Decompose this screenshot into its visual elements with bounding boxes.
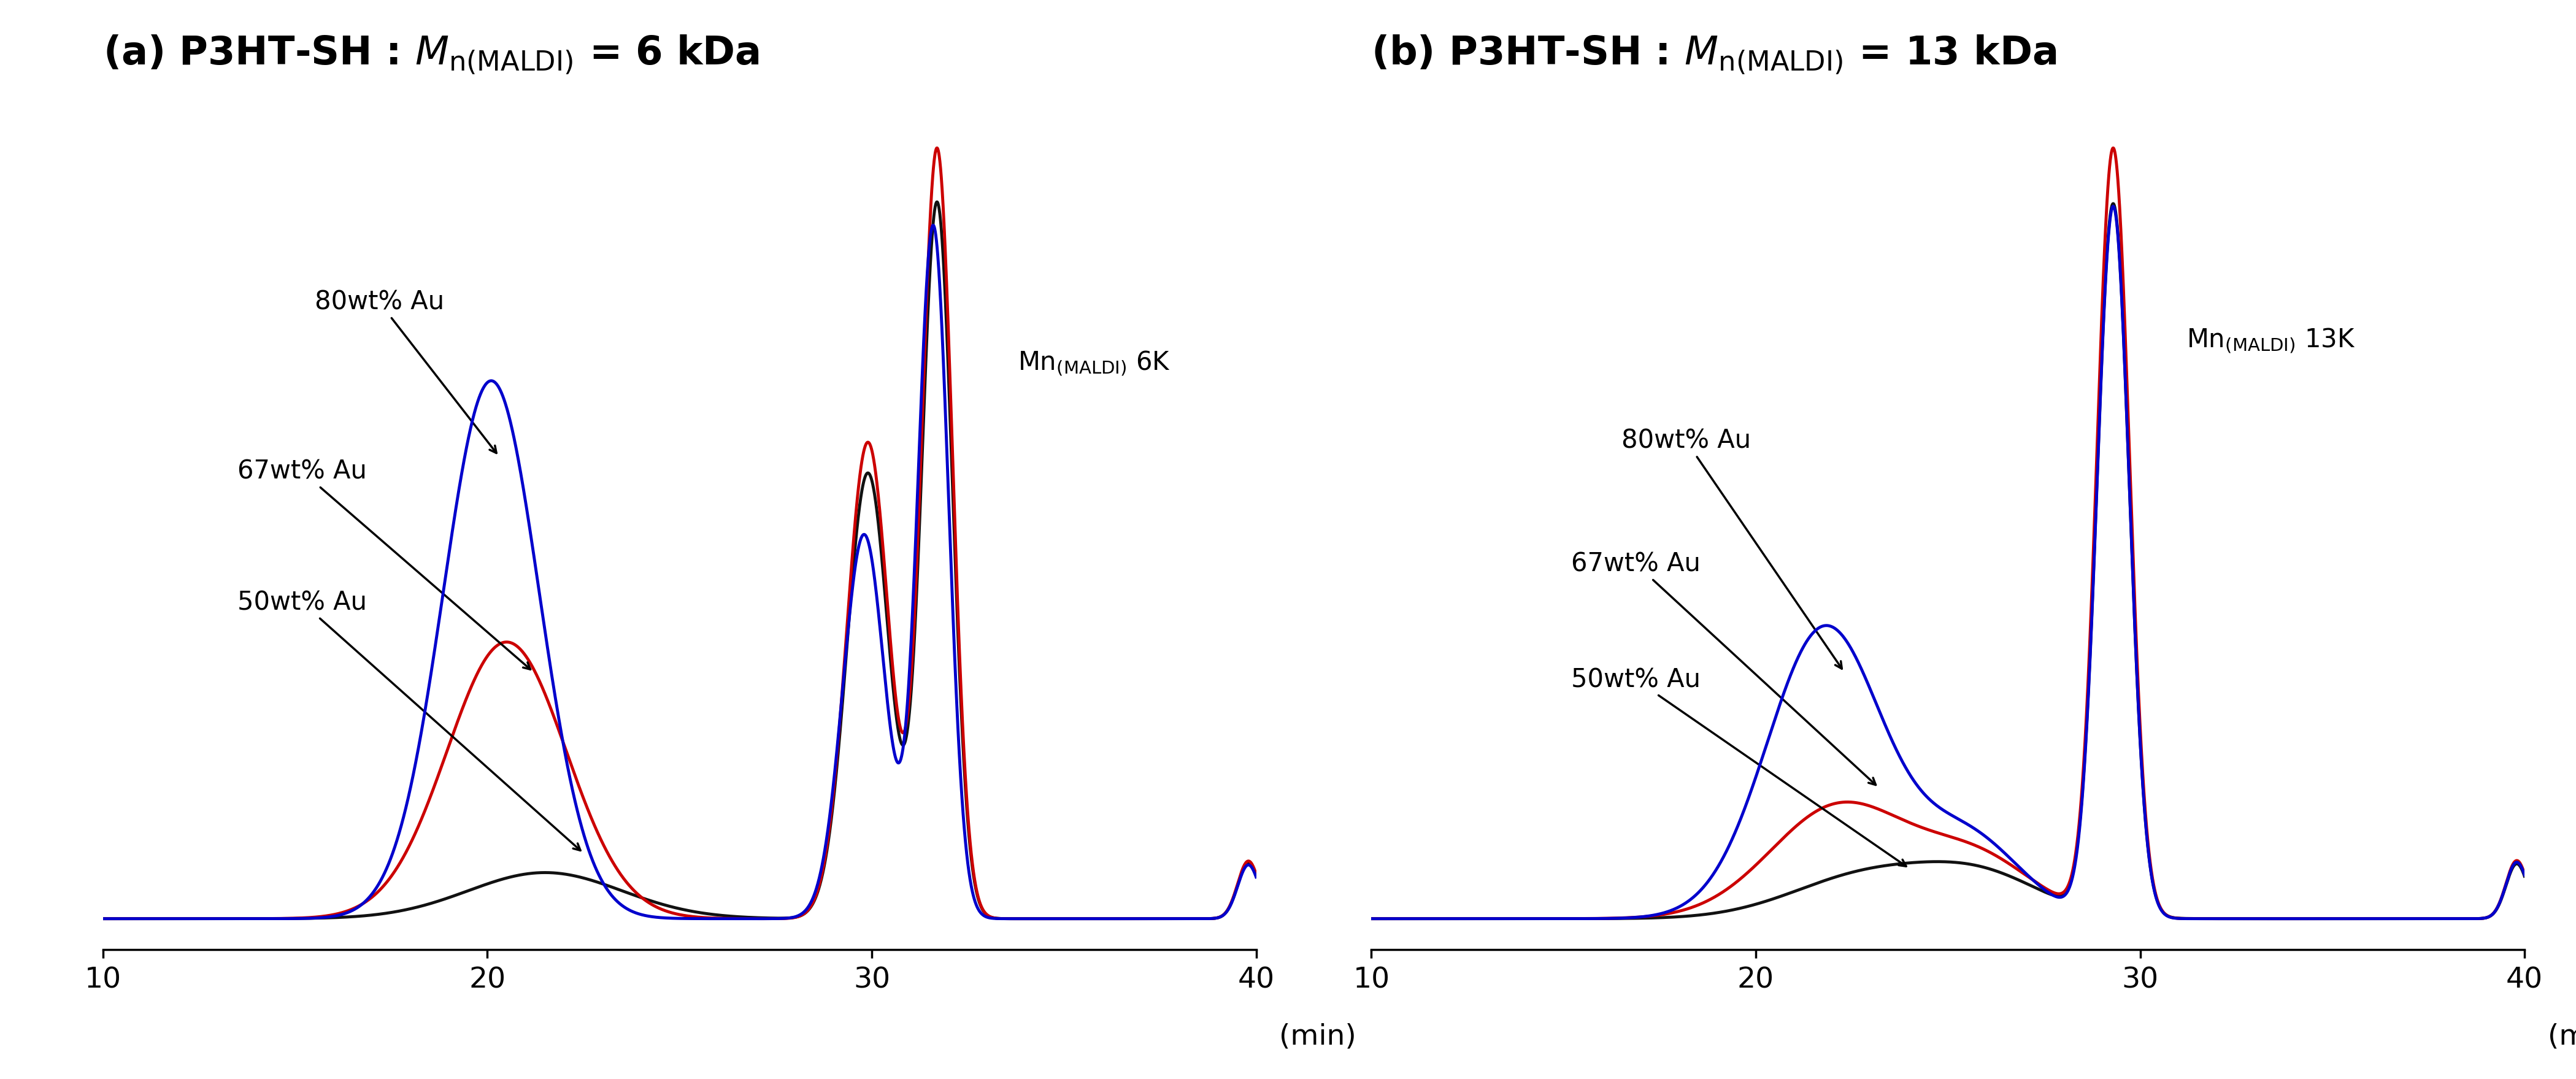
Text: (min): (min)	[2548, 1023, 2576, 1051]
Text: 50wt% Au: 50wt% Au	[1571, 667, 1906, 866]
Text: 67wt% Au: 67wt% Au	[1571, 551, 1875, 784]
Text: 50wt% Au: 50wt% Au	[237, 590, 580, 850]
Text: (min): (min)	[1280, 1023, 1358, 1051]
Text: (b) P3HT-SH : $\mathit{M}_{\mathrm{n(MALDI)}}$ = 13 kDa: (b) P3HT-SH : $\mathit{M}_{\mathrm{n(MAL…	[1370, 33, 2056, 77]
Text: (a) P3HT-SH : $\mathit{M}_{\mathrm{n(MALDI)}}$ = 6 kDa: (a) P3HT-SH : $\mathit{M}_{\mathrm{n(MAL…	[103, 33, 760, 77]
Text: Mn$_{\mathrm{(MALDI)}}$ 13K: Mn$_{\mathrm{(MALDI)}}$ 13K	[2187, 327, 2354, 355]
Text: 80wt% Au: 80wt% Au	[1620, 428, 1842, 669]
Text: Mn$_{\mathrm{(MALDI)}}$ 6K: Mn$_{\mathrm{(MALDI)}}$ 6K	[1018, 350, 1170, 378]
Text: 80wt% Au: 80wt% Au	[314, 289, 497, 453]
Text: 67wt% Au: 67wt% Au	[237, 459, 531, 669]
